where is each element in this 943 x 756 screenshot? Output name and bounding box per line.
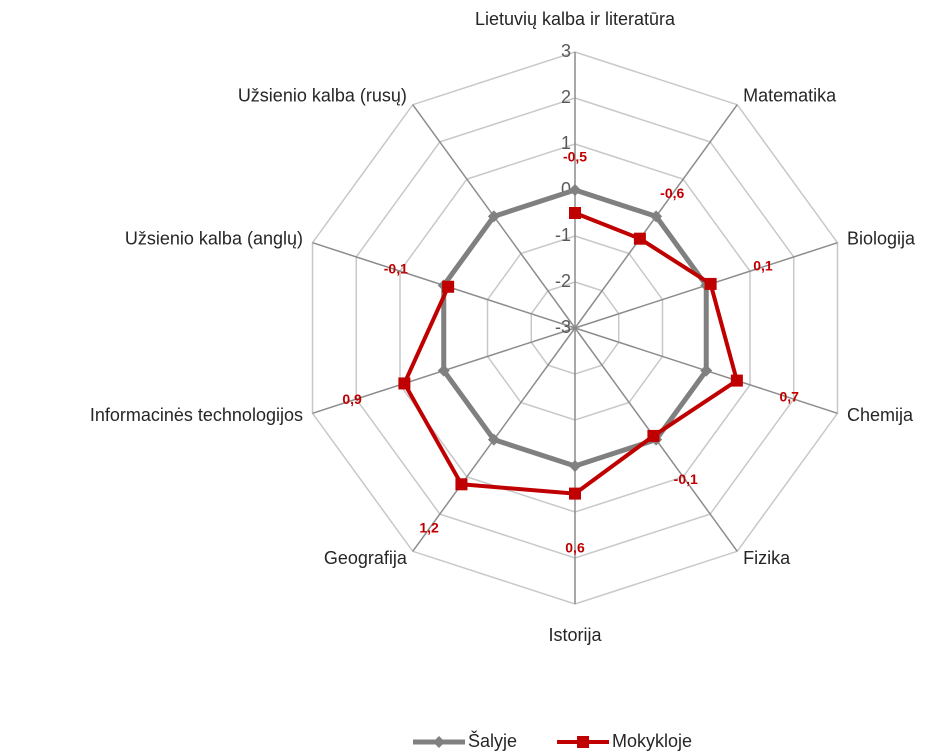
- category-label: Matematika: [743, 85, 837, 105]
- category-label: Geografija: [324, 548, 408, 568]
- data-label: -0,1: [674, 471, 698, 487]
- category-label: Biologija: [847, 228, 916, 248]
- marker: [487, 210, 500, 223]
- marker: [569, 184, 581, 196]
- category-label: Užsienio kalba (anglų): [125, 228, 303, 248]
- marker: [650, 210, 663, 223]
- legend-marker: [577, 736, 590, 748]
- data-label: 0,9: [342, 391, 362, 407]
- marker: [569, 460, 581, 472]
- marker: [437, 364, 450, 377]
- category-label: Informacinės technologijos: [90, 405, 303, 425]
- marker: [633, 232, 646, 245]
- data-label: -0,5: [563, 149, 587, 165]
- data-label: 0,6: [565, 539, 585, 555]
- marker: [730, 374, 743, 387]
- marker: [455, 478, 468, 491]
- y-tick-label: 3: [561, 41, 571, 61]
- marker: [398, 377, 411, 390]
- y-tick-label: 1: [561, 133, 571, 153]
- marker: [704, 277, 717, 290]
- legend-label: Šalyje: [468, 730, 517, 751]
- category-label: Užsienio kalba (rusų): [238, 85, 407, 105]
- category-label: Lietuvių kalba ir literatūra: [475, 9, 676, 29]
- y-tick-label: 2: [561, 87, 571, 107]
- marker: [487, 433, 500, 446]
- legend-label: Mokykloje: [612, 731, 692, 751]
- data-label: 0,7: [779, 388, 799, 404]
- data-label: 1,2: [419, 520, 439, 536]
- category-label: Chemija: [847, 405, 914, 425]
- data-label: -0,1: [384, 260, 408, 276]
- marker: [442, 280, 455, 293]
- category-label: Istorija: [548, 625, 602, 645]
- y-tick-label: -1: [555, 225, 571, 245]
- y-tick-label: -3: [555, 317, 571, 337]
- marker: [569, 487, 581, 500]
- y-tick-label: -2: [555, 271, 571, 291]
- category-label: Fizika: [743, 548, 791, 568]
- marker: [569, 207, 581, 219]
- y-tick-label: 0: [561, 179, 571, 199]
- data-label: 0,1: [753, 258, 773, 274]
- marker: [647, 429, 660, 442]
- data-label: -0,6: [660, 185, 684, 201]
- marker: [700, 364, 713, 377]
- legend-marker: [433, 736, 445, 748]
